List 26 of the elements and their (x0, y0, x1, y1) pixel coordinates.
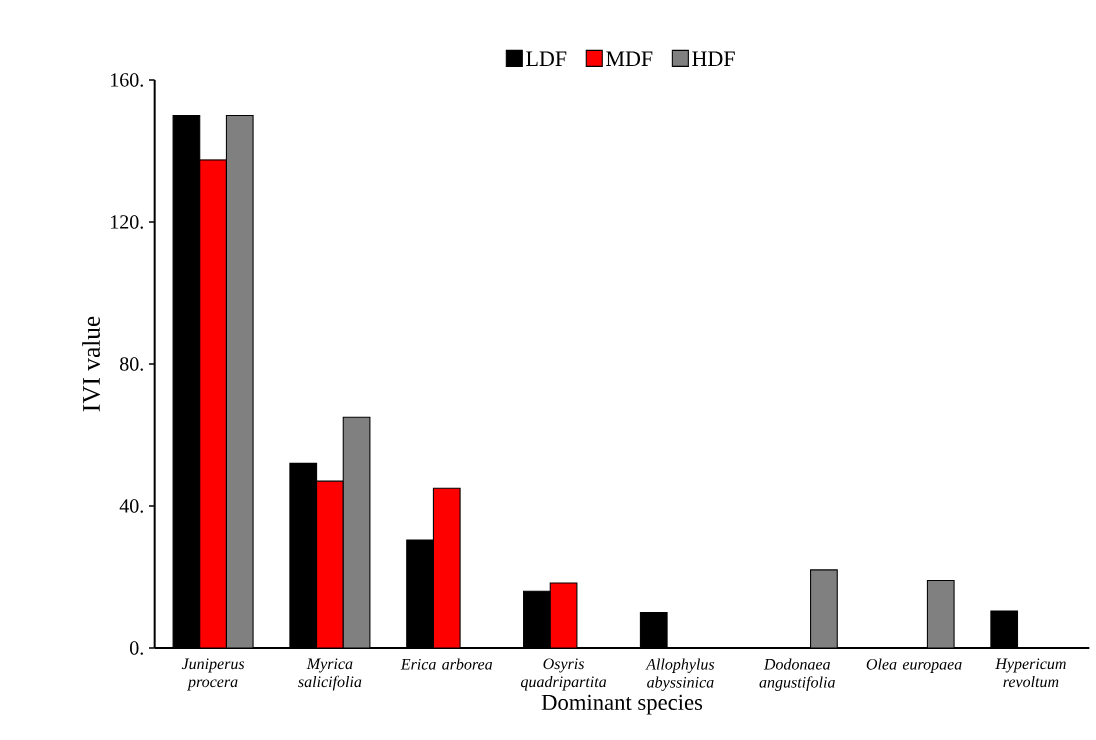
x-tick-label: Erica arborea (400, 658, 493, 670)
bar (432, 487, 461, 648)
y-tick-label: 120. (111, 215, 143, 229)
x-tick-label: Osyris quadripartita (520, 658, 607, 691)
x-tick-label: Allophylus abyssinica (645, 658, 715, 691)
bar (225, 114, 254, 648)
y-tick-label: 40. (119, 499, 143, 513)
x-axis-title: Dominant species (541, 694, 703, 715)
bar (342, 416, 371, 648)
x-tick-label: Juniperus procera (181, 658, 245, 691)
y-tick-label: 80. (120, 357, 143, 371)
y-axis-title: IVI value (82, 316, 101, 412)
bar (316, 480, 344, 648)
x-tick-label: Olea europaea (866, 658, 962, 673)
bar (549, 582, 578, 648)
bar (926, 580, 955, 648)
x-tick-label: Dodonaea angustifolia (759, 658, 835, 691)
y-tick-label: 0. (130, 641, 143, 655)
bar (810, 569, 838, 648)
y-tick-label: 160. (111, 73, 143, 87)
x-tick-label: Myrica salicifolia (298, 658, 362, 691)
legend-label: LDF (526, 51, 567, 66)
legend-label: MDF (606, 51, 653, 66)
legend-label: HDF (692, 51, 735, 66)
x-tick-label: Hypericum revoltum (995, 658, 1066, 688)
bar (199, 159, 227, 648)
